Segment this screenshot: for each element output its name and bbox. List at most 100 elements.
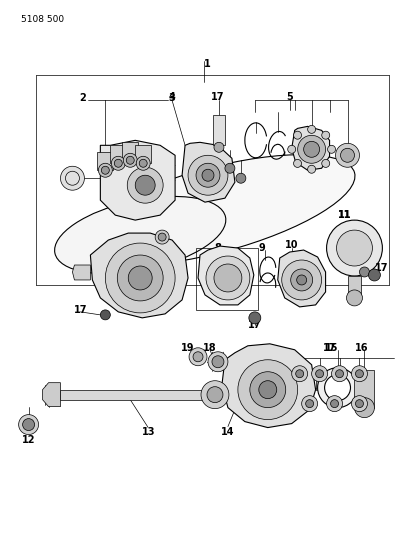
Text: 11: 11 [338,210,351,220]
Circle shape [297,275,307,285]
Circle shape [316,370,324,378]
Circle shape [101,166,109,174]
Circle shape [312,366,328,382]
Text: 14: 14 [221,426,235,437]
Text: 5: 5 [286,92,293,102]
Circle shape [202,169,214,181]
Circle shape [322,131,330,139]
Circle shape [326,395,343,411]
Text: 11: 11 [338,210,351,220]
Text: 2: 2 [79,93,86,103]
Polygon shape [355,370,375,408]
Ellipse shape [75,155,355,265]
Circle shape [105,243,175,313]
Polygon shape [100,140,175,220]
Polygon shape [91,233,188,318]
Circle shape [100,310,110,320]
Circle shape [139,159,147,167]
Text: 3: 3 [169,93,175,103]
Polygon shape [110,146,126,163]
Circle shape [325,375,350,401]
Circle shape [188,155,228,195]
Circle shape [225,163,235,173]
Text: 17: 17 [248,320,262,330]
Text: 17: 17 [375,263,388,273]
Circle shape [214,142,224,152]
Circle shape [128,266,152,290]
Circle shape [355,370,364,378]
Circle shape [296,370,304,378]
Circle shape [292,366,308,382]
Circle shape [214,264,242,292]
Text: 17: 17 [211,92,225,102]
Circle shape [208,352,228,372]
Circle shape [302,395,317,411]
Circle shape [22,418,35,431]
Circle shape [291,269,313,291]
Polygon shape [182,142,235,202]
Circle shape [330,400,339,408]
Circle shape [288,146,296,154]
Circle shape [259,381,277,399]
Circle shape [158,233,166,241]
Polygon shape [198,246,254,305]
Circle shape [249,312,261,324]
Text: 17: 17 [323,343,336,353]
Text: 12: 12 [22,434,35,445]
Circle shape [282,260,322,300]
Circle shape [60,166,84,190]
Text: 10: 10 [285,240,298,250]
Circle shape [359,267,369,277]
Circle shape [293,159,302,167]
Polygon shape [278,250,326,307]
Circle shape [236,173,246,183]
Circle shape [352,395,368,411]
Circle shape [308,125,316,133]
Circle shape [335,370,344,378]
Polygon shape [73,265,91,280]
Circle shape [326,220,382,276]
Text: 16: 16 [355,343,368,353]
Text: 13: 13 [142,426,155,437]
Text: 18: 18 [203,343,217,353]
Circle shape [207,386,223,402]
Ellipse shape [55,197,226,274]
Circle shape [155,230,169,244]
Circle shape [368,269,380,281]
Circle shape [206,256,250,300]
Circle shape [111,156,125,170]
Text: 7: 7 [137,240,144,250]
Text: 19: 19 [181,343,195,353]
Circle shape [196,163,220,187]
Text: 1: 1 [204,59,211,69]
Circle shape [98,163,112,177]
Polygon shape [292,126,330,170]
Text: 6: 6 [112,247,119,257]
Circle shape [193,352,203,362]
Circle shape [189,348,207,366]
Text: 9: 9 [258,243,265,253]
Circle shape [328,146,335,154]
Circle shape [250,372,286,408]
Circle shape [308,165,316,173]
Text: 8: 8 [215,243,222,253]
Circle shape [304,141,319,157]
Polygon shape [98,152,113,170]
Circle shape [127,167,163,203]
Circle shape [19,415,39,434]
Circle shape [298,135,326,163]
Circle shape [212,356,224,368]
Circle shape [123,154,137,167]
Polygon shape [222,344,316,427]
Text: 5108 500: 5108 500 [21,15,64,23]
Polygon shape [42,383,60,407]
Polygon shape [135,146,151,163]
Circle shape [114,159,122,167]
Circle shape [136,156,150,170]
Circle shape [238,360,298,419]
Polygon shape [60,390,215,400]
Polygon shape [348,276,361,298]
Polygon shape [316,375,355,390]
Polygon shape [122,142,138,160]
Text: 4: 4 [169,92,175,102]
